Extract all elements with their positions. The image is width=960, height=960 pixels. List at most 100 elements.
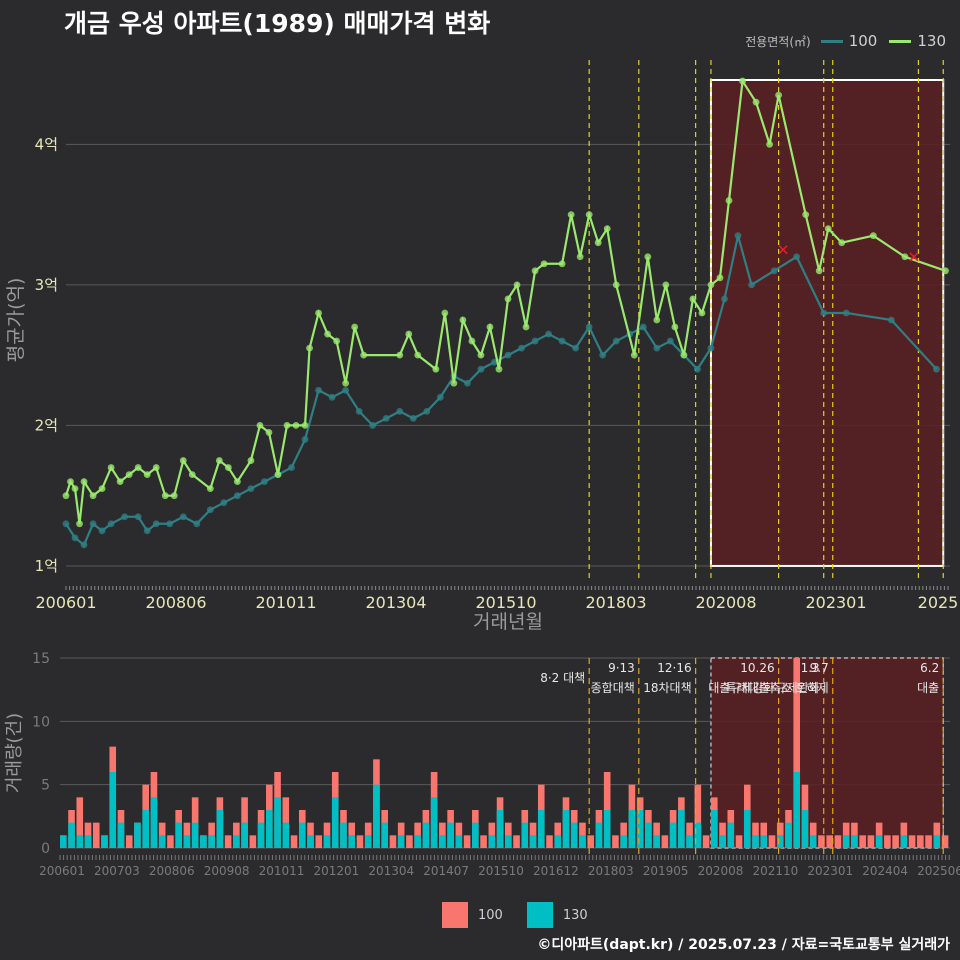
volume-bar-130 bbox=[439, 835, 446, 848]
volume-bar-100 bbox=[867, 835, 875, 848]
data-point-100 bbox=[653, 344, 661, 352]
volume-bar-100 bbox=[694, 784, 702, 848]
volume-x-tick-label: 200908 bbox=[204, 864, 250, 878]
volume-bar-130 bbox=[68, 822, 75, 848]
volume-bar-130 bbox=[743, 810, 751, 848]
volume-bar-130 bbox=[579, 835, 586, 848]
data-point-130 bbox=[671, 323, 679, 331]
data-point-130 bbox=[98, 485, 106, 493]
y-tick-label: 4억 bbox=[35, 135, 58, 153]
policy-date-label: 9·13 bbox=[608, 661, 635, 675]
volume-bar-130 bbox=[785, 822, 792, 848]
volume-bar-130 bbox=[381, 822, 388, 848]
volume-bar-130 bbox=[84, 835, 92, 848]
data-point-100 bbox=[558, 337, 566, 345]
data-point-130 bbox=[292, 422, 300, 429]
data-point-100 bbox=[518, 344, 525, 352]
data-point-130 bbox=[838, 239, 846, 247]
volume-x-tick-label: 201612 bbox=[533, 864, 579, 878]
volume-y-tick-label: 15 bbox=[32, 651, 50, 667]
volume-bar-100 bbox=[702, 835, 710, 848]
x-tick-label: 202008 bbox=[695, 593, 756, 612]
volume-bar-130 bbox=[496, 810, 504, 848]
volume-x-tick-label: 201905 bbox=[643, 864, 689, 878]
data-point-130 bbox=[265, 429, 273, 436]
data-point-130 bbox=[76, 520, 83, 528]
volume-bar-130 bbox=[801, 810, 809, 848]
data-point-100 bbox=[152, 520, 160, 528]
volume-y-axis-title: 거래량(건) bbox=[4, 713, 25, 793]
data-point-100 bbox=[707, 344, 715, 352]
x-tick-label: 2025 bbox=[918, 593, 959, 612]
volume-bar-130 bbox=[282, 822, 290, 848]
data-point-130 bbox=[67, 478, 74, 486]
data-point-100 bbox=[301, 436, 309, 443]
data-point-130 bbox=[224, 464, 232, 471]
data-point-100 bbox=[770, 267, 778, 275]
volume-bar-100 bbox=[917, 835, 924, 848]
data-point-130 bbox=[134, 464, 142, 471]
data-point-130 bbox=[274, 471, 282, 478]
volume-bar-130 bbox=[636, 810, 644, 848]
data-point-130 bbox=[89, 492, 97, 500]
data-point-130 bbox=[752, 98, 760, 106]
volume-bar-130 bbox=[422, 822, 430, 848]
data-point-130 bbox=[716, 274, 724, 282]
data-point-130 bbox=[486, 323, 494, 331]
volume-bar-100 bbox=[125, 835, 133, 848]
data-point-130 bbox=[315, 309, 322, 317]
data-point-100 bbox=[89, 520, 97, 528]
volume-bar-130 bbox=[266, 810, 273, 848]
data-point-130 bbox=[531, 267, 539, 275]
data-point-130 bbox=[775, 91, 783, 99]
data-point-130 bbox=[459, 316, 467, 324]
data-point-130 bbox=[567, 211, 575, 218]
volume-bar-100 bbox=[892, 835, 899, 848]
policy-text-label: 대출 bbox=[917, 681, 939, 695]
volume-x-tick-label: 201011 bbox=[259, 864, 305, 878]
volume-x-tick-label: 201304 bbox=[368, 864, 414, 878]
volume-bar-130 bbox=[241, 822, 248, 848]
volume-bar-130 bbox=[554, 835, 562, 848]
data-point-100 bbox=[179, 513, 187, 521]
volume-bar-100 bbox=[389, 835, 397, 848]
data-point-100 bbox=[464, 379, 471, 387]
volume-bar-100 bbox=[859, 835, 866, 848]
data-point-130 bbox=[689, 295, 697, 303]
data-point-130 bbox=[188, 471, 196, 478]
data-point-130 bbox=[869, 232, 877, 240]
data-point-100 bbox=[572, 344, 580, 352]
data-point-100 bbox=[612, 337, 620, 345]
data-point-100 bbox=[734, 232, 742, 240]
volume-y-tick-label: 10 bbox=[32, 714, 50, 730]
x-axis-title: 거래년월 bbox=[473, 611, 543, 633]
data-point-130 bbox=[351, 323, 359, 331]
x-tick-label: 200806 bbox=[145, 593, 206, 612]
volume-bar-100 bbox=[315, 835, 323, 848]
data-point-130 bbox=[540, 260, 548, 268]
data-point-130 bbox=[360, 351, 368, 359]
data-point-100 bbox=[98, 527, 106, 535]
volume-bar-130 bbox=[216, 810, 224, 848]
data-point-130 bbox=[107, 464, 115, 471]
volume-y-tick-label: 0 bbox=[41, 841, 50, 857]
volume-x-tick-label: 200806 bbox=[149, 864, 195, 878]
data-point-130 bbox=[283, 422, 291, 429]
volume-bar-130 bbox=[307, 835, 314, 848]
volume-x-tick-label: 200703 bbox=[94, 864, 140, 878]
data-point-130 bbox=[215, 457, 223, 464]
volume-bar-130 bbox=[430, 797, 438, 848]
volume-x-tick-label: 201201 bbox=[313, 864, 359, 878]
volume-x-tick-label: 202506 bbox=[917, 864, 960, 878]
data-point-130 bbox=[324, 330, 331, 338]
volume-bar-130 bbox=[331, 797, 339, 848]
volume-x-tick-label: 201407 bbox=[423, 864, 469, 878]
y-tick-label: 3억 bbox=[35, 276, 58, 294]
volume-legend-label-130: 130 bbox=[562, 907, 588, 923]
data-point-130 bbox=[824, 225, 832, 233]
volume-bar-100 bbox=[612, 835, 619, 848]
volume-x-tick-label: 202404 bbox=[862, 864, 908, 878]
data-point-100 bbox=[409, 414, 417, 422]
y-tick-label: 1억 bbox=[35, 557, 58, 575]
volume-bar-130 bbox=[208, 835, 215, 848]
